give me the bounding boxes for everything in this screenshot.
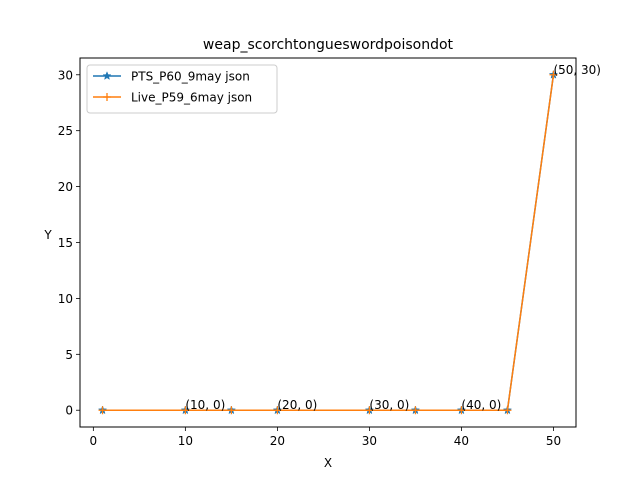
x-axis-label: X — [324, 456, 332, 470]
legend-entry: Live_P59_6may json — [93, 91, 252, 105]
point-annotation: (40, 0) — [461, 398, 501, 412]
y-tick-label: 30 — [58, 68, 73, 82]
y-axis-label: Y — [43, 228, 52, 242]
legend-marker — [103, 93, 111, 101]
data-point — [549, 70, 558, 79]
y-tick-label: 25 — [58, 124, 73, 138]
y-axis: 0 5 10 15 20 25 30 — [58, 68, 80, 418]
series-1 — [97, 69, 559, 415]
x-axis: 0 10 20 30 40 50 — [90, 427, 561, 448]
x-tick-label: 40 — [454, 434, 469, 448]
point-annotation: (10, 0) — [185, 398, 225, 412]
data-point — [411, 406, 420, 415]
chart-title: weap_scorchtongueswordpoisondot — [203, 37, 454, 53]
data-point — [365, 406, 374, 415]
legend-box — [86, 64, 278, 114]
y-tick-label: 0 — [65, 404, 73, 418]
legend-label: PTS_P60_9may json — [131, 70, 250, 84]
series-line — [102, 74, 555, 411]
x-tick-label: 50 — [546, 434, 561, 448]
data-point — [181, 406, 190, 415]
data-point — [227, 406, 236, 415]
data-point — [457, 406, 466, 415]
data-point — [503, 406, 512, 415]
y-tick-label: 20 — [58, 180, 73, 194]
data-point — [98, 406, 107, 415]
x-tick-label: 20 — [270, 434, 285, 448]
point-annotation: (20, 0) — [277, 398, 317, 412]
legend-entry: PTS_P60_9may json — [93, 70, 250, 84]
y-tick-label: 10 — [58, 292, 73, 306]
legend-label: Live_P59_6may json — [131, 91, 252, 105]
x-tick-label: 0 — [90, 434, 98, 448]
y-tick-label: 5 — [65, 348, 73, 362]
data-point — [273, 406, 282, 415]
x-tick-label: 10 — [178, 434, 193, 448]
point-annotation: (30, 0) — [369, 398, 409, 412]
point-annotation: (50, 30) — [553, 63, 601, 77]
y-tick-label: 15 — [58, 236, 73, 250]
series-2 — [98, 70, 558, 415]
x-tick-label: 30 — [362, 434, 377, 448]
series-line — [102, 74, 555, 411]
plot-content: (10, 0) (20, 0) (30, 0) (40, 0) (50, 30) — [97, 63, 601, 415]
legend-marker — [102, 71, 112, 80]
legend: PTS_P60_9may json Live_P59_6may json — [86, 64, 278, 114]
